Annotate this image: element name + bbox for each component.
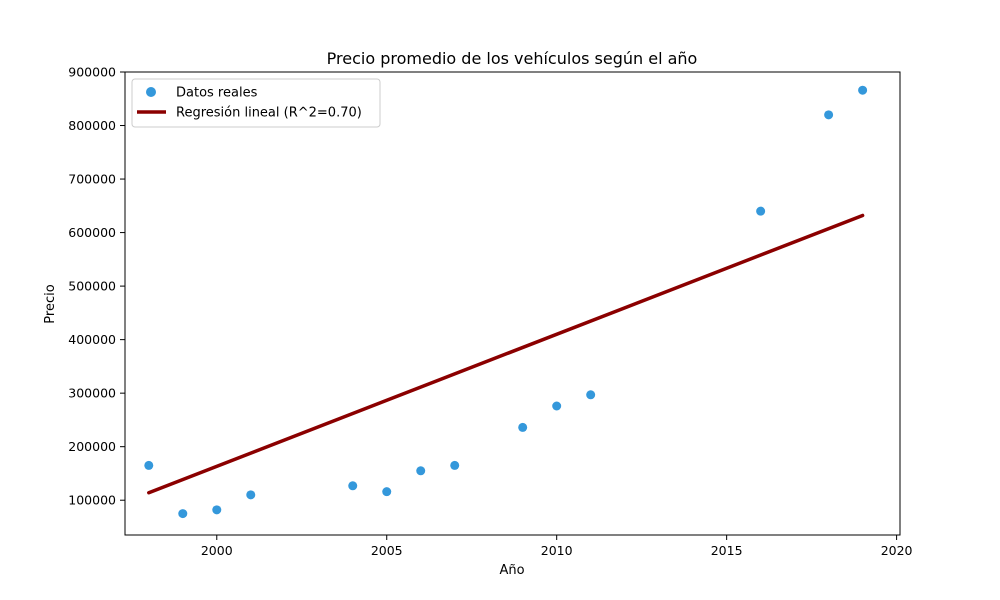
y-tick-label: 400000 — [68, 332, 116, 347]
data-point — [246, 490, 256, 500]
data-point — [756, 206, 766, 216]
data-point — [178, 509, 188, 519]
y-tick-label: 700000 — [68, 172, 116, 187]
plot-frame — [124, 71, 901, 536]
x-tick-label: 2020 — [881, 543, 913, 558]
y-tick-label: 600000 — [68, 225, 116, 240]
y-tick-label: 900000 — [68, 65, 116, 80]
data-point — [382, 487, 392, 497]
x-axis-label: Año — [499, 563, 524, 578]
legend-box — [131, 78, 381, 128]
x-tick-label: 2010 — [541, 543, 573, 558]
y-axis: 100000 200000 300000 400000 500000 600000 7000… — [68, 65, 125, 508]
chart-title: Precio promedio de los vehículos según e… — [327, 49, 698, 68]
legend-label-datos-reales: Datos reales — [176, 86, 258, 101]
x-tick-label: 2005 — [371, 543, 403, 558]
y-tick-label: 100000 — [68, 493, 116, 508]
data-point — [450, 460, 460, 470]
data-point — [518, 422, 528, 432]
x-tick-label: 2000 — [201, 543, 233, 558]
y-axis-label: Precio — [43, 284, 58, 323]
y-tick-label: 800000 — [68, 118, 116, 133]
plot-area — [144, 85, 868, 519]
data-point — [348, 481, 358, 491]
y-tick-label: 300000 — [68, 386, 116, 401]
legend: Datos reales Regresión lineal (R^2=0.70) — [131, 78, 381, 128]
data-point — [144, 460, 154, 470]
data-point — [552, 401, 562, 411]
data-point — [586, 390, 596, 400]
x-tick-label: 2015 — [711, 543, 743, 558]
x-axis: 2000 2005 2010 2015 2020 — [201, 535, 913, 558]
regression-line — [147, 213, 865, 495]
data-point — [416, 466, 426, 476]
data-point — [824, 110, 834, 120]
y-tick-label: 500000 — [68, 279, 116, 294]
data-point — [858, 85, 868, 95]
legend-label-regresion: Regresión lineal (R^2=0.70) — [176, 106, 362, 121]
y-tick-label: 200000 — [68, 439, 116, 454]
legend-marker-datos-reales — [146, 87, 156, 97]
data-point — [212, 505, 222, 515]
